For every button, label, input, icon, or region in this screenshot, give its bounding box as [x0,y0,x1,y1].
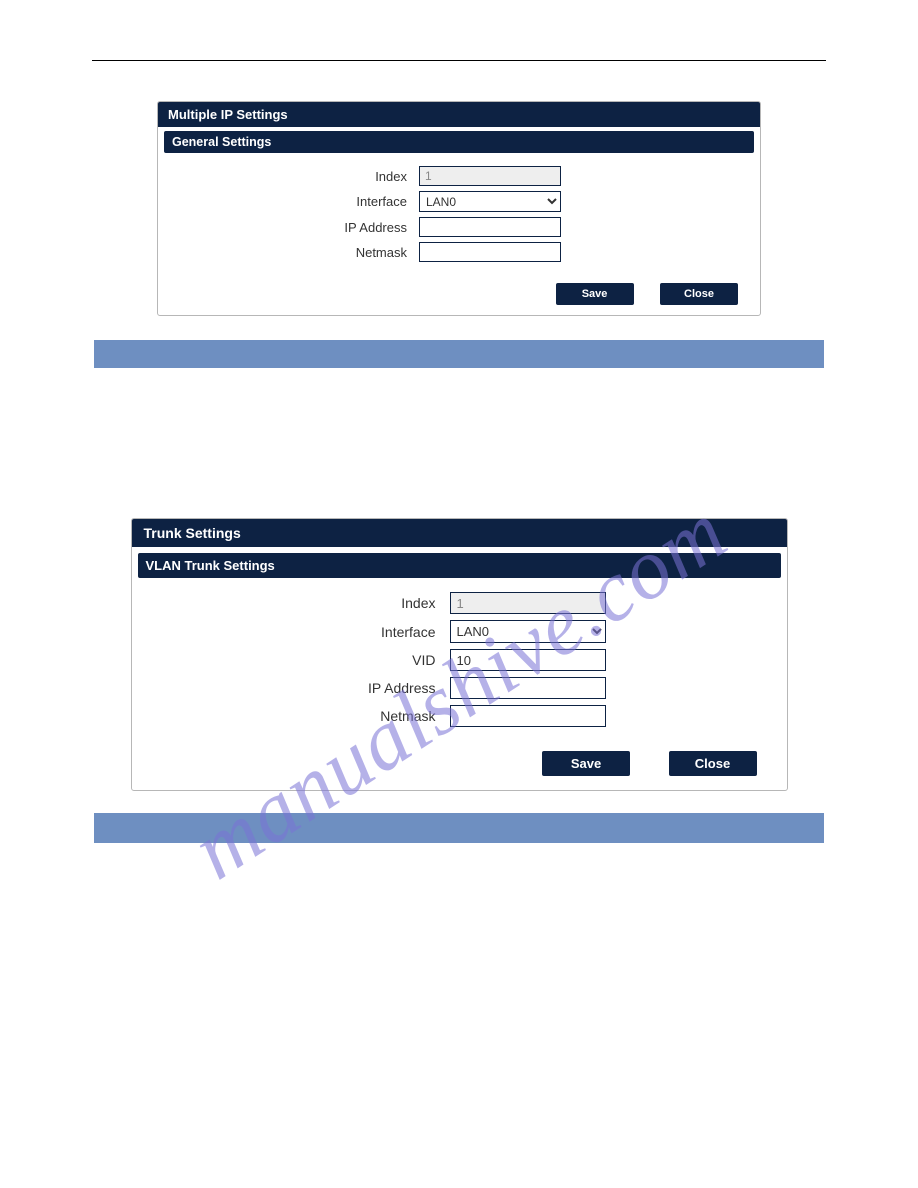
ip-address-input[interactable] [450,677,606,699]
index-input [419,166,561,186]
page: Multiple IP Settings General Settings In… [0,60,918,843]
trunk-form: Index Interface LAN0 VID IP Address Netm… [132,578,787,743]
multiple-ip-form: Index Interface LAN0 IP Address Netmask [158,153,760,277]
separator-bar [94,340,824,368]
close-button[interactable]: Close [660,283,738,305]
top-divider [92,60,826,61]
netmask-input[interactable] [419,242,561,262]
label-index: Index [158,595,450,611]
ip-address-input[interactable] [419,217,561,237]
vid-input[interactable] [450,649,606,671]
trunk-settings-panel: Trunk Settings VLAN Trunk Settings Index… [131,518,788,791]
index-input [450,592,606,614]
button-row: Save Close [132,743,787,790]
close-button[interactable]: Close [669,751,757,776]
row-interface: Interface LAN0 [158,620,761,643]
row-netmask: Netmask [158,705,761,727]
save-button[interactable]: Save [556,283,634,305]
row-interface: Interface LAN0 [182,191,736,212]
button-row: Save Close [158,277,760,315]
save-button[interactable]: Save [542,751,630,776]
row-vid: VID [158,649,761,671]
label-netmask: Netmask [182,245,419,260]
section-title: General Settings [164,131,754,153]
row-index: Index [158,592,761,614]
row-ip-address: IP Address [158,677,761,699]
separator-bar [94,813,824,843]
label-index: Index [182,169,419,184]
multiple-ip-settings-panel: Multiple IP Settings General Settings In… [157,101,761,316]
interface-select[interactable]: LAN0 [450,620,606,643]
row-ip-address: IP Address [182,217,736,237]
row-index: Index [182,166,736,186]
row-netmask: Netmask [182,242,736,262]
panel-title: Multiple IP Settings [158,102,760,127]
section-title: VLAN Trunk Settings [138,553,781,578]
label-netmask: Netmask [158,708,450,724]
interface-select[interactable]: LAN0 [419,191,561,212]
label-interface: Interface [158,624,450,640]
panel-title: Trunk Settings [132,519,787,547]
netmask-input[interactable] [450,705,606,727]
label-interface: Interface [182,194,419,209]
label-vid: VID [158,652,450,668]
label-ip-address: IP Address [158,680,450,696]
label-ip-address: IP Address [182,220,419,235]
